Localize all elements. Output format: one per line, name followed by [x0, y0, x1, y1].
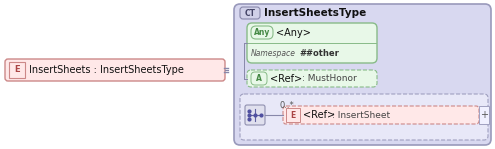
FancyBboxPatch shape	[247, 70, 377, 87]
Text: InsertSheetsType: InsertSheetsType	[264, 8, 366, 18]
Text: <Any>: <Any>	[276, 28, 311, 38]
Text: InsertSheets : InsertSheetsType: InsertSheets : InsertSheetsType	[29, 65, 184, 75]
Text: E: E	[291, 111, 296, 119]
Text: : MustHonor: : MustHonor	[302, 74, 357, 83]
FancyBboxPatch shape	[251, 72, 267, 85]
FancyBboxPatch shape	[245, 105, 265, 125]
Bar	[286, 108, 300, 122]
Text: Namespace: Namespace	[251, 49, 296, 59]
FancyBboxPatch shape	[240, 7, 260, 19]
Text: E: E	[14, 66, 20, 74]
FancyBboxPatch shape	[234, 4, 491, 145]
Text: A: A	[256, 74, 262, 83]
Text: +: +	[480, 110, 488, 120]
Text: CT: CT	[245, 8, 255, 17]
Text: <Ref>: <Ref>	[270, 73, 302, 83]
Text: : InsertSheet: : InsertSheet	[332, 111, 390, 119]
Text: <Ref>: <Ref>	[303, 110, 335, 120]
Bar	[479, 106, 489, 124]
Text: Any: Any	[254, 28, 270, 37]
FancyBboxPatch shape	[247, 23, 377, 63]
Bar	[9, 62, 25, 78]
FancyBboxPatch shape	[251, 26, 273, 39]
Text: 0..*: 0..*	[279, 100, 294, 110]
Text: ##other: ##other	[299, 49, 339, 59]
FancyBboxPatch shape	[240, 94, 488, 140]
FancyBboxPatch shape	[5, 59, 225, 81]
FancyBboxPatch shape	[283, 106, 479, 124]
